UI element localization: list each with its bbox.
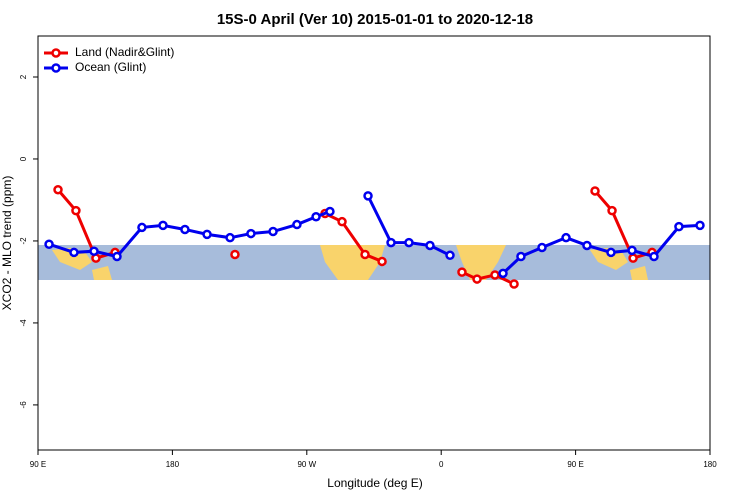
data-point [360,249,370,260]
legend-label: Ocean (Glint) [75,60,146,74]
data-point [674,221,684,232]
y-tick-label: 2 [19,74,28,79]
series-line [501,223,701,275]
data-point [627,245,637,256]
series-line [461,270,515,286]
data-point [509,279,519,289]
land-shape [456,245,506,280]
data-point [180,224,190,235]
land-shape [92,266,112,280]
x-tick-label: 180 [166,460,180,469]
data-point [325,206,335,217]
data-point [561,232,571,243]
data-point [137,222,147,233]
data-point [582,240,592,251]
data-point [425,240,435,251]
data-point [225,232,235,243]
data-point [457,267,467,277]
data-point [44,239,54,249]
x-axis-label: Longitude (deg E) [327,476,422,490]
plot-frame [37,35,711,451]
x-tick-label: 90 E [567,460,583,469]
chart-title: 15S-0 April (Ver 10) 2015-01-01 to 2020-… [217,11,533,28]
series-line [324,212,383,263]
data-point [89,246,99,256]
y-tick-label: -2 [19,237,28,245]
legend-marker [51,48,61,58]
data-point [490,270,500,280]
data-point [69,247,79,258]
data-point [337,216,347,227]
data-point [363,191,373,201]
data-point [516,251,526,262]
y-tick-label: 0 [19,156,28,161]
data-point [202,229,212,240]
data-point [158,220,168,231]
data-point [246,228,256,239]
y-axis-label: XCO2 - MLO trend (ppm) [0,176,14,311]
data-point [292,219,302,230]
x-tick-label: 0 [439,460,444,469]
land-shape [52,248,92,270]
data-point [268,226,278,237]
data-point [445,250,455,261]
data-point [386,237,396,248]
data-point [607,205,617,216]
x-tick-label: 90 W [297,460,316,469]
series-line [593,189,653,260]
x-tick-label: 180 [703,460,717,469]
x-tick-label: 90 E [30,460,46,469]
data-point [404,237,414,248]
y-tick-label: -4 [19,319,28,327]
data-point [628,253,638,263]
data-point [590,186,600,196]
data-point [71,205,81,216]
map-strip [38,245,710,280]
data-point [53,184,63,195]
data-point [498,268,508,279]
land-shape [630,266,648,280]
data-point [606,247,616,258]
y-tick-label: -6 [19,401,28,409]
data-point [472,274,482,284]
data-point [695,220,705,231]
data-point [311,212,321,222]
data-point [230,249,240,260]
legend-label: Land (Nadir&Glint) [75,45,174,59]
data-point [537,242,547,253]
data-point [112,251,122,262]
legend-marker [51,63,61,73]
data-point [377,256,387,267]
data-point [649,251,659,262]
land-shape [590,248,628,270]
